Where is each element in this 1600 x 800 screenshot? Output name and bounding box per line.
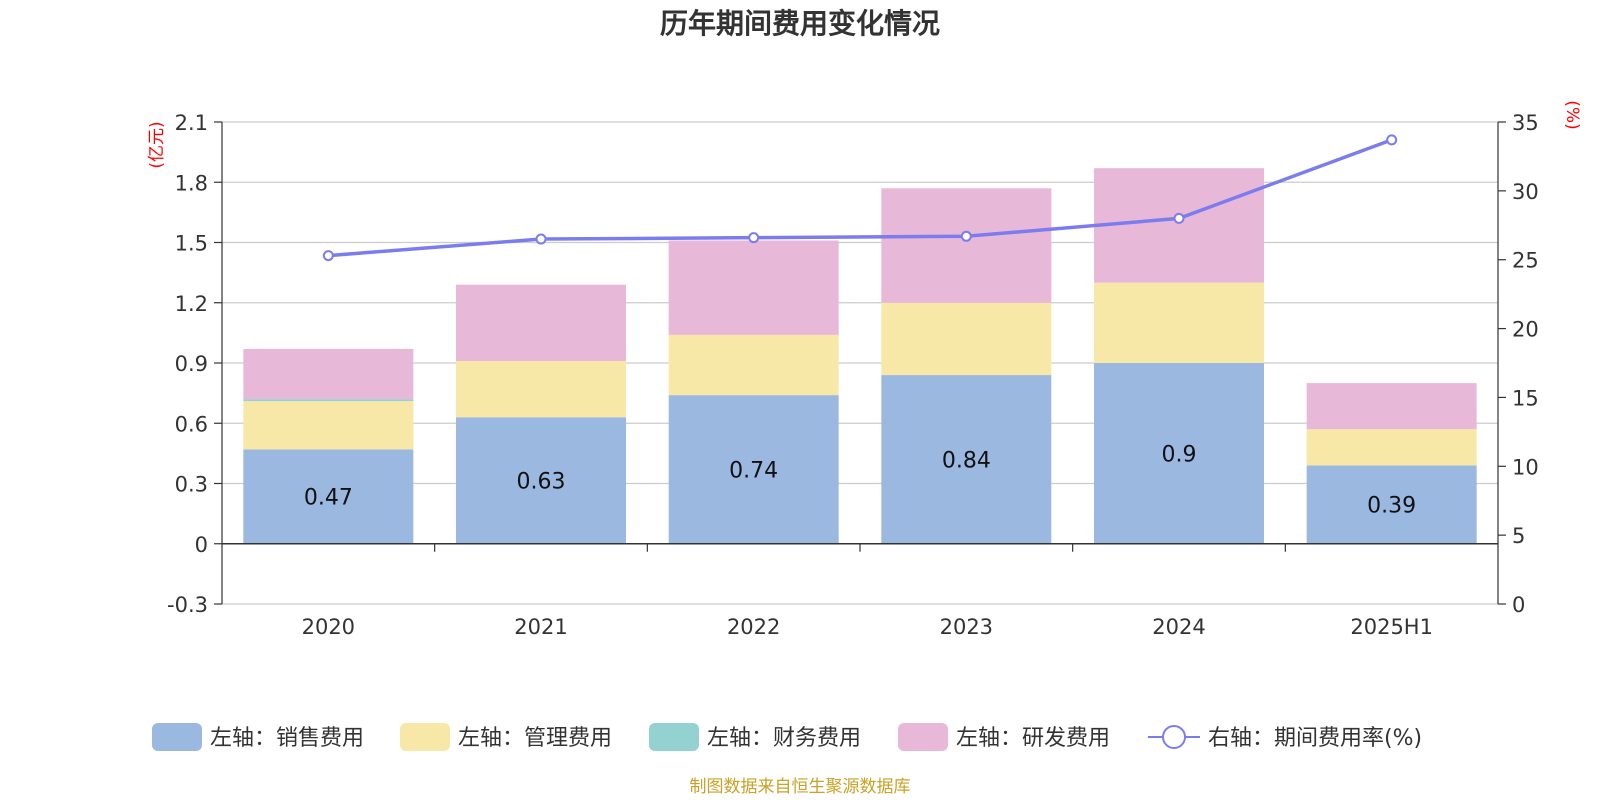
data-label: 0.74 xyxy=(729,458,778,483)
rate-line-point xyxy=(748,232,760,244)
bar-segment-s1 xyxy=(456,360,626,418)
rate-line-point xyxy=(535,233,547,245)
legend-label-3: 左轴：研发费用 xyxy=(956,726,1110,751)
bars xyxy=(243,168,1477,544)
bar-segment-s1 xyxy=(1306,429,1477,466)
legend-swatch-2 xyxy=(649,723,699,751)
left-tick-label: -0.3 xyxy=(167,593,208,617)
bar-segment-s3 xyxy=(881,188,1052,303)
data-label: 0.63 xyxy=(517,469,566,494)
axes: -0.3 0 0.3 0.6 0.9 1.2 1.5 1.8 2.1 0 5 10 15 20 25 30 35… xyxy=(167,111,1539,639)
legend-label-1: 左轴：管理费用 xyxy=(458,726,612,751)
category-label: 2025H1 xyxy=(1350,615,1433,639)
right-tick-label: 30 xyxy=(1512,180,1539,204)
category-label: 2021 xyxy=(514,615,567,639)
category-label: 2022 xyxy=(727,615,780,639)
rate-line-point xyxy=(960,230,972,242)
bar-segment-s1 xyxy=(881,302,1052,376)
left-tick-label: 1.2 xyxy=(175,292,208,316)
bar-segment-s0 xyxy=(243,449,414,544)
rate-line xyxy=(322,134,1398,262)
right-tick-label: 25 xyxy=(1512,249,1539,273)
bar-segment-s0 xyxy=(881,375,1052,544)
left-tick-label: 1.8 xyxy=(175,171,208,195)
bar-segment-s3 xyxy=(243,348,414,400)
right-tick-label: 0 xyxy=(1512,593,1525,617)
legend-swatch-3 xyxy=(898,723,948,751)
left-tick-label: 0.9 xyxy=(175,352,208,376)
right-tick-label: 35 xyxy=(1512,111,1539,135)
category-label: 2020 xyxy=(302,615,355,639)
rate-line-point xyxy=(1386,134,1398,146)
left-tick-label: 2.1 xyxy=(175,111,208,135)
data-label: 0.47 xyxy=(304,486,353,511)
bar-segment-s0 xyxy=(668,395,839,544)
grid-lines xyxy=(222,121,1498,605)
left-tick-label: 1.5 xyxy=(175,232,208,256)
bar-segment-s0 xyxy=(456,417,626,544)
legend-line-marker xyxy=(1162,725,1186,749)
right-tick-label: 20 xyxy=(1512,318,1539,342)
data-label: 0.84 xyxy=(942,448,991,473)
data-label: 0.39 xyxy=(1367,494,1416,519)
data-label: 0.9 xyxy=(1162,442,1197,467)
chart-title: 历年期间费用变化情况 xyxy=(660,7,940,40)
legend-label-2: 左轴：财务费用 xyxy=(707,726,861,751)
bar-segment-s3 xyxy=(1094,168,1264,283)
rate-line-path xyxy=(328,138,1393,258)
bar-segment-s0 xyxy=(1306,465,1477,544)
left-tick-label: 0.6 xyxy=(175,412,208,436)
bar-segment-s3 xyxy=(1306,383,1477,430)
bar-segment-s3 xyxy=(456,284,626,361)
rate-line-point xyxy=(1173,212,1185,224)
data-labels: 0.47 0.63 0.74 0.84 0.9 0.39 xyxy=(304,442,1416,518)
right-tick-label: 10 xyxy=(1512,455,1539,479)
source-note: 制图数据来自恒生聚源数据库 xyxy=(690,777,911,797)
legend-swatch-1 xyxy=(400,723,450,751)
legend-swatch-0 xyxy=(152,723,202,751)
rate-line-point xyxy=(322,250,334,262)
legend: 左轴：销售费用 左轴：管理费用 左轴：财务费用 左轴：研发费用 右轴：期间费用率(%) xyxy=(152,723,1422,751)
left-tick-label: 0 xyxy=(195,533,208,557)
legend-label-4: 右轴：期间费用率(%) xyxy=(1208,726,1422,751)
bar-segment-s2 xyxy=(243,399,414,402)
category-label: 2023 xyxy=(940,615,993,639)
legend-label-0: 左轴：销售费用 xyxy=(210,726,364,751)
right-tick-label: 5 xyxy=(1512,524,1525,548)
bar-segment-s0 xyxy=(1094,363,1264,544)
bar-segment-s1 xyxy=(1094,282,1264,363)
category-label: 2024 xyxy=(1152,615,1205,639)
bar-segment-s1 xyxy=(668,334,839,396)
left-axis-unit: (亿元) xyxy=(147,121,167,168)
left-tick-label: 0.3 xyxy=(175,473,208,497)
right-tick-label: 15 xyxy=(1512,386,1539,410)
bar-segment-s1 xyxy=(243,401,414,450)
bar-segment-s3 xyxy=(668,240,839,335)
right-axis-unit: (%) xyxy=(1562,100,1582,129)
